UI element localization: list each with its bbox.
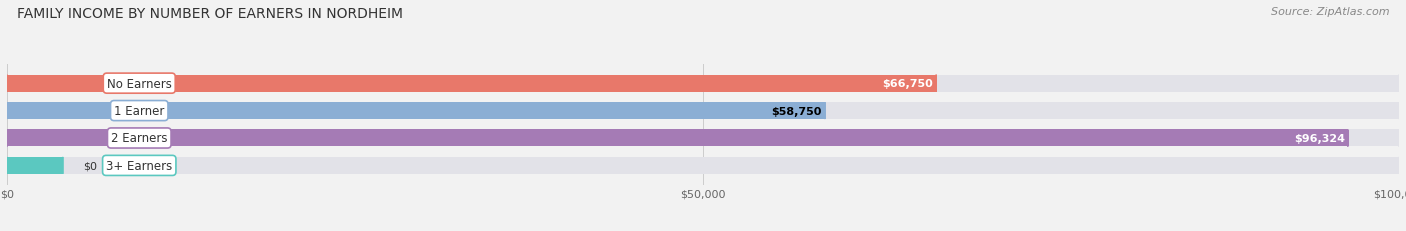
Bar bbox=[7, 103, 1399, 120]
Bar bbox=[7, 130, 1348, 147]
Text: $96,324: $96,324 bbox=[1294, 134, 1346, 143]
Text: $0: $0 bbox=[83, 161, 97, 171]
Bar bbox=[7, 75, 1399, 92]
Text: FAMILY INCOME BY NUMBER OF EARNERS IN NORDHEIM: FAMILY INCOME BY NUMBER OF EARNERS IN NO… bbox=[17, 7, 404, 21]
Bar bbox=[7, 157, 1399, 174]
Text: $58,750: $58,750 bbox=[772, 106, 823, 116]
Text: Source: ZipAtlas.com: Source: ZipAtlas.com bbox=[1271, 7, 1389, 17]
Bar bbox=[7, 103, 825, 120]
Bar bbox=[7, 130, 1399, 147]
Bar bbox=[7, 75, 936, 92]
Text: 3+ Earners: 3+ Earners bbox=[105, 159, 173, 172]
Text: 2 Earners: 2 Earners bbox=[111, 132, 167, 145]
Text: No Earners: No Earners bbox=[107, 77, 172, 90]
Bar bbox=[7, 157, 63, 174]
Text: 1 Earner: 1 Earner bbox=[114, 105, 165, 118]
Text: $66,750: $66,750 bbox=[883, 79, 934, 89]
